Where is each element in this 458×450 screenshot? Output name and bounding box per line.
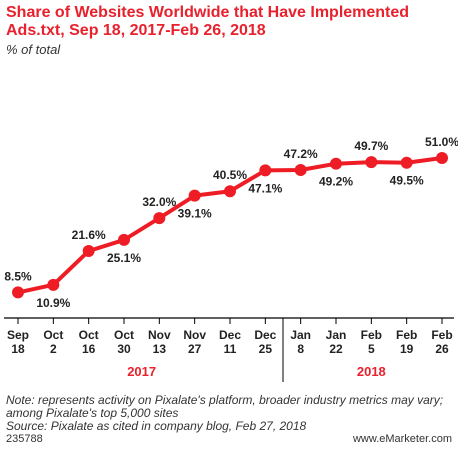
- data-label: 49.5%: [390, 174, 424, 188]
- x-tick-label: Jan 22: [326, 328, 347, 356]
- data-point: [365, 156, 378, 169]
- data-point: [330, 157, 342, 170]
- data-label: 47.1%: [248, 181, 282, 195]
- x-tick-label: Oct 16: [79, 328, 99, 356]
- data-label: 51.0%: [425, 135, 458, 149]
- data-label: 10.9%: [36, 296, 70, 310]
- chart-title: Share of Websites Worldwide that Have Im…: [6, 4, 410, 39]
- x-tick-label: Sep 18: [7, 328, 29, 356]
- data-label: 39.1%: [178, 207, 212, 221]
- data-point: [400, 156, 413, 169]
- x-tick-label: Feb 26: [431, 328, 452, 356]
- data-point: [259, 164, 272, 177]
- data-point: [294, 164, 307, 177]
- year-label: 2018: [357, 364, 386, 379]
- x-tick-label: Nov 27: [183, 328, 206, 356]
- data-point: [224, 185, 236, 198]
- x-tick-label: Dec 11: [219, 328, 241, 356]
- line-chart: Sep 18 Oct 2 Oct 16 Oct 30 Nov 13 Nov 27 Dec 11 Dec 25 J…: [4, 135, 458, 382]
- data-label: 21.6%: [72, 228, 106, 242]
- chart-note: Note: represents activity on Pixalate's …: [6, 394, 452, 433]
- data-label: 8.5%: [4, 269, 32, 283]
- note-text: Note: represents activity on Pixalate's …: [6, 393, 444, 420]
- x-tick-label: Oct 2: [43, 328, 63, 356]
- chart-subtitle: % of total: [6, 42, 61, 57]
- data-label: 40.5%: [213, 168, 247, 182]
- year-label: 2017: [127, 364, 156, 379]
- data-point: [82, 244, 95, 257]
- data-label: 25.1%: [107, 251, 141, 265]
- x-tick-label: Feb 5: [361, 328, 382, 356]
- source-text: Source: Pixalate as cited in company blo…: [6, 419, 307, 433]
- data-point: [436, 152, 448, 164]
- data-label: 49.7%: [354, 139, 388, 153]
- chart-id: 235788: [6, 433, 43, 445]
- data-label: 47.2%: [284, 147, 318, 161]
- data-label: 32.0%: [142, 195, 176, 209]
- x-tick-label: Oct 30: [114, 328, 134, 356]
- data-point: [47, 278, 60, 291]
- data-point: [118, 233, 130, 246]
- data-point: [153, 212, 166, 225]
- data-point: [188, 189, 201, 202]
- x-tick-label: Dec 25: [254, 328, 276, 356]
- data-point: [12, 286, 24, 299]
- x-tick-label: Nov 13: [148, 328, 171, 356]
- data-label: 49.2%: [319, 175, 353, 189]
- x-tick-label: Jan 8: [290, 328, 311, 356]
- brand-credit: www.eMarketer.com: [352, 433, 452, 445]
- x-tick-label: Feb 19: [396, 328, 417, 356]
